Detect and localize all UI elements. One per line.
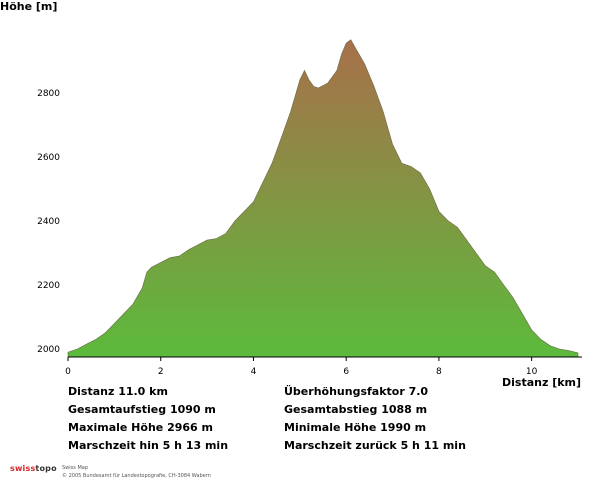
brand-subtitle: Swiss Map [62,465,89,471]
footer: swisstopo Swiss Map © 2005 Bundesamt für… [10,464,310,488]
x-axis-title: Distanz [km] [502,376,582,389]
brand-topo: topo [35,464,57,473]
y-tick-label: 2000 [37,345,60,355]
y-tick-label: 2200 [37,281,60,291]
plot-area [67,39,579,358]
copyright-notice: © 2005 Bundesamt für Landestopografie, C… [62,473,211,479]
y-tick-label: 2600 [37,153,60,163]
x-tick-label: 2 [158,367,164,377]
y-tick-label: 2400 [37,217,60,227]
stat-marschzeit-zurueck: Marschzeit zurück 5 h 11 min [284,439,466,452]
brand-swiss: swiss [10,464,36,473]
x-tick-label: 10 [526,367,538,377]
y-tick-label: 2800 [37,89,60,99]
stat-ueberhoehungsfaktor: Überhöhungsfaktor 7.0 [284,385,429,398]
route-statistics: Distanz 11.0 km Gesamtaufstieg 1090 m Ma… [0,385,600,457]
stat-minimale-hoehe: Minimale Höhe 1990 m [284,421,427,434]
stat-gesamtabstieg: Gesamtabstieg 1088 m [284,403,428,416]
swisstopo-logo: swisstopo [10,464,57,473]
elevation-area [67,39,579,358]
x-tick-label: 8 [436,367,442,377]
stat-marschzeit-hin: Marschzeit hin 5 h 13 min [68,439,229,452]
x-tick-label: 4 [251,367,257,377]
stat-maximale-hoehe: Maximale Höhe 2966 m [68,421,213,434]
x-tick-label: 0 [65,367,71,377]
axes: 0 2 4 6 8 10 2000 2200 2400 2600 2800 [37,89,582,377]
stat-distanz: Distanz 11.0 km [68,385,168,398]
stat-gesamtaufstieg: Gesamtaufstieg 1090 m [68,403,216,416]
elevation-profile-chart: 0 2 4 6 8 10 2000 2200 2400 2600 2800 [37,39,582,377]
x-tick-label: 6 [343,367,349,377]
y-axis-title: Höhe [m] [0,0,58,13]
